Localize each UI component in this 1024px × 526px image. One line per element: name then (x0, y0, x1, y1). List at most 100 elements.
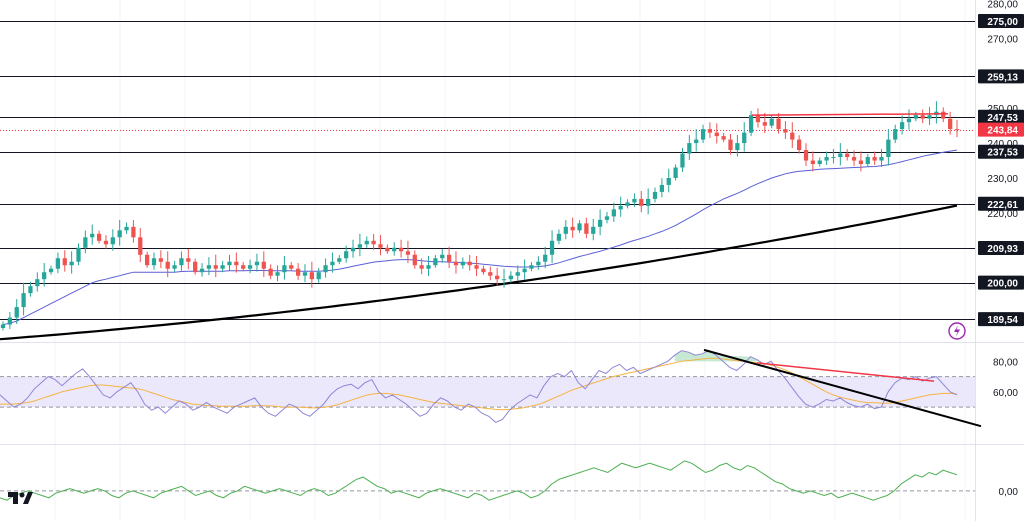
candle[interactable] (69, 251, 74, 274)
candle[interactable] (330, 252, 335, 273)
candle[interactable] (289, 262, 294, 272)
candle[interactable] (755, 108, 761, 128)
candle[interactable] (549, 230, 555, 264)
candle[interactable] (344, 245, 349, 263)
candle[interactable] (350, 239, 356, 258)
candle[interactable] (721, 132, 726, 143)
candle[interactable] (831, 149, 836, 164)
candle[interactable] (515, 265, 520, 282)
candle[interactable] (213, 254, 218, 278)
candle[interactable] (247, 259, 253, 274)
candle[interactable] (172, 260, 177, 273)
candle[interactable] (426, 255, 431, 277)
candle[interactable] (227, 254, 232, 271)
candle[interactable] (446, 246, 452, 269)
candle[interactable] (460, 257, 465, 269)
candle[interactable] (371, 233, 376, 250)
candle[interactable] (563, 220, 568, 240)
candle[interactable] (261, 251, 266, 278)
candle[interactable] (337, 255, 342, 265)
candle[interactable] (419, 258, 424, 275)
candle[interactable] (193, 258, 198, 275)
candle[interactable] (927, 107, 932, 126)
candle[interactable] (694, 129, 699, 152)
candle[interactable] (117, 219, 122, 246)
candle[interactable] (858, 151, 864, 172)
candle[interactable] (206, 257, 212, 276)
candle[interactable] (110, 229, 115, 251)
price-trendline[interactable] (751, 113, 949, 116)
last-price-tag[interactable]: 243,84 (978, 122, 1024, 137)
candle[interactable] (405, 240, 411, 264)
candle[interactable] (55, 252, 61, 274)
candle[interactable] (769, 115, 774, 129)
candle[interactable] (495, 267, 500, 286)
candle[interactable] (309, 261, 314, 288)
level-price-tag[interactable]: 222,61 (978, 196, 1024, 211)
candle[interactable] (666, 168, 671, 193)
candle[interactable] (28, 281, 33, 297)
candle[interactable] (934, 101, 939, 124)
candle[interactable] (385, 244, 390, 254)
candle[interactable] (275, 265, 280, 282)
candle[interactable] (474, 255, 479, 277)
candle[interactable] (790, 122, 795, 148)
candle[interactable] (941, 107, 946, 123)
candle[interactable] (412, 250, 417, 269)
candle[interactable] (62, 250, 67, 272)
candle[interactable] (179, 251, 184, 271)
candle[interactable] (103, 235, 109, 249)
candle[interactable] (7, 311, 12, 330)
level-price-tag[interactable]: 200,00 (978, 275, 1024, 290)
candle[interactable] (131, 220, 136, 243)
candle[interactable] (536, 256, 541, 270)
candle[interactable] (96, 230, 102, 244)
candle[interactable] (879, 149, 884, 167)
candle[interactable] (254, 253, 260, 272)
candle[interactable] (948, 111, 953, 135)
candle[interactable] (845, 149, 850, 161)
candle[interactable] (865, 153, 870, 167)
candle[interactable] (165, 251, 170, 278)
candle[interactable] (529, 262, 534, 272)
level-price-tag[interactable]: 237,53 (978, 144, 1024, 159)
candle[interactable] (893, 124, 898, 144)
candle[interactable] (838, 143, 843, 166)
candle[interactable] (748, 110, 754, 137)
candle[interactable] (618, 196, 623, 217)
candle[interactable] (199, 263, 205, 277)
rsi-trendline-black[interactable] (703, 348, 982, 428)
candle[interactable] (48, 265, 54, 275)
candle[interactable] (646, 188, 651, 215)
candle[interactable] (433, 255, 438, 268)
candle[interactable] (220, 260, 225, 273)
candle[interactable] (700, 124, 706, 144)
candle[interactable] (90, 224, 95, 245)
candle[interactable] (543, 246, 548, 269)
candle[interactable] (398, 239, 404, 258)
candle[interactable] (145, 251, 150, 268)
candle[interactable] (364, 236, 369, 248)
candle[interactable] (776, 113, 781, 134)
candle[interactable] (42, 262, 47, 287)
candle[interactable] (597, 209, 603, 236)
candle[interactable] (584, 217, 589, 239)
candle[interactable] (467, 254, 472, 271)
candle[interactable] (762, 112, 767, 134)
candle[interactable] (378, 235, 383, 256)
candle[interactable] (591, 218, 596, 241)
candle[interactable] (241, 262, 246, 272)
candle[interactable] (680, 147, 685, 172)
candle[interactable] (158, 250, 163, 269)
candle[interactable] (687, 135, 692, 160)
candle[interactable] (302, 264, 308, 283)
level-price-tag[interactable]: 259,13 (978, 69, 1024, 84)
level-price-tag[interactable]: 189,54 (978, 312, 1024, 327)
candle[interactable] (673, 164, 678, 181)
candle[interactable] (604, 212, 610, 224)
candle[interactable] (735, 135, 740, 157)
candle[interactable] (35, 272, 40, 292)
candle[interactable] (501, 268, 507, 288)
